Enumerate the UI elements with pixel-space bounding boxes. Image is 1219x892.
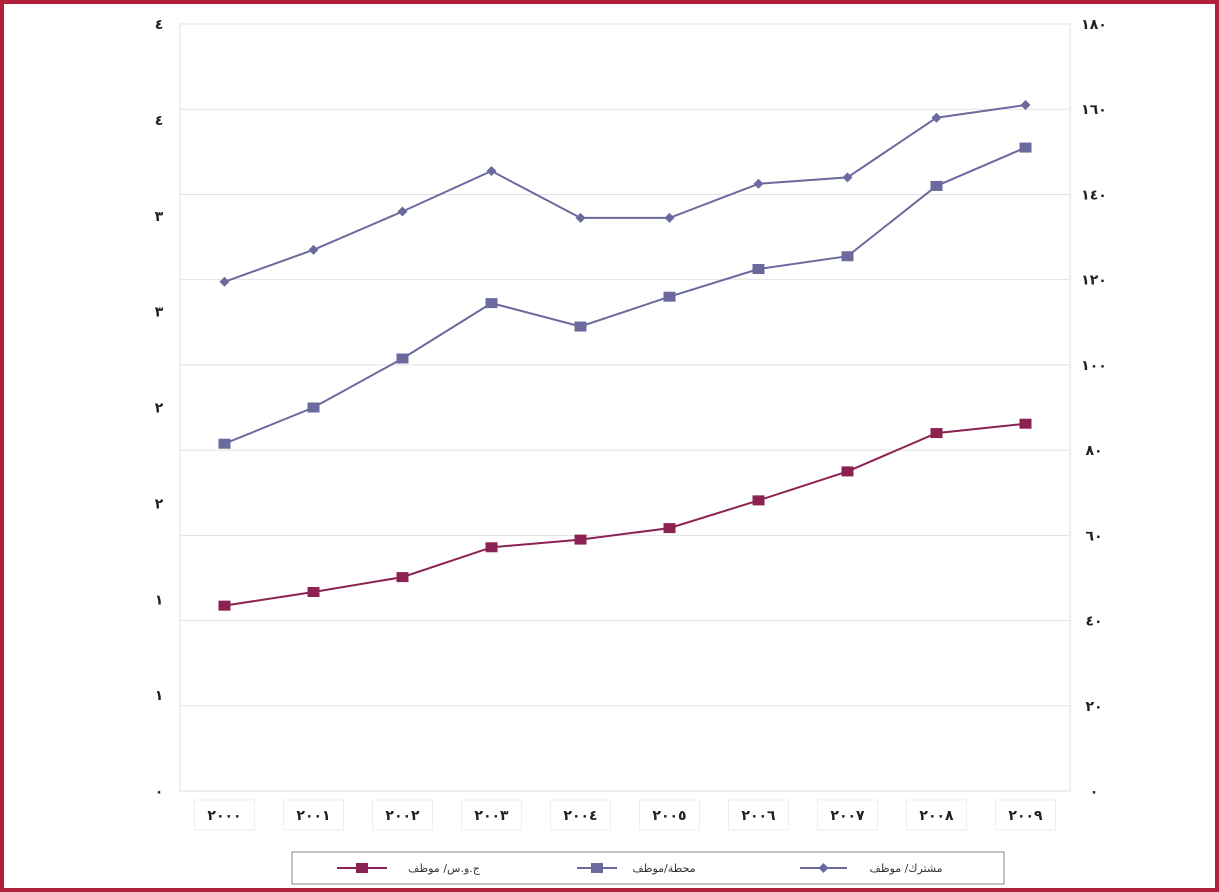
data-point — [486, 166, 497, 177]
data-point — [663, 291, 676, 302]
left-tick-label: ١ — [155, 688, 164, 704]
data-point — [308, 244, 319, 255]
x-tick-label: ٢٠٠٢ — [385, 808, 420, 824]
data-point — [485, 298, 498, 309]
data-point — [307, 402, 320, 413]
data-point — [663, 523, 676, 534]
legend-marker — [356, 863, 368, 873]
data-point — [396, 572, 409, 583]
legend-label: ج.و.س/ موظف — [408, 862, 481, 875]
right-tick-label: ١٦٠ — [1081, 102, 1107, 118]
data-point — [664, 212, 675, 223]
right-tick-label: ٨٠ — [1085, 443, 1102, 459]
x-tick-label: ٢٠٠٨ — [919, 808, 954, 824]
x-tick-label: ٢٠٠٤ — [563, 808, 597, 824]
data-point — [930, 428, 943, 439]
data-point — [307, 587, 320, 598]
data-point — [841, 251, 854, 262]
left-tick-label: ١ — [155, 592, 164, 608]
left-tick-label: ٣ — [155, 209, 164, 225]
right-tick-label: ٤٠ — [1085, 614, 1102, 630]
right-tick-label: ١٤٠ — [1081, 187, 1107, 203]
data-point — [574, 534, 587, 545]
plot-area — [179, 23, 1071, 792]
x-tick-label: ٢٠٠٩ — [1008, 808, 1043, 824]
right-tick-label: ١٢٠ — [1081, 273, 1107, 289]
right-tick-label: ٦٠ — [1085, 528, 1102, 544]
legend-label: مشترك/ موظف — [869, 862, 942, 875]
data-point — [1019, 142, 1032, 153]
data-point — [752, 264, 765, 275]
data-point — [396, 353, 409, 364]
x-tick-label: ٢٠٠١ — [296, 808, 330, 824]
legend — [291, 851, 1005, 885]
data-point — [397, 206, 408, 217]
left-tick-label: ٢ — [155, 496, 164, 512]
x-tick-box — [995, 799, 1056, 831]
data-point — [485, 542, 498, 553]
right-tick-label: ١٠٠ — [1081, 358, 1107, 374]
right-tick-label: ٢٠ — [1085, 699, 1102, 715]
x-tick-label: ٢٠٠٦ — [741, 808, 776, 824]
legend-marker — [591, 863, 603, 873]
x-tick-box — [906, 799, 967, 831]
left-tick-label: ٤ — [155, 113, 164, 129]
left-tick-label: ٠ — [155, 784, 164, 800]
x-tick-box — [461, 799, 522, 831]
data-point — [575, 212, 586, 223]
x-tick-label: ٢٠٠٣ — [474, 808, 509, 824]
x-tick-box — [817, 799, 878, 831]
data-point — [753, 178, 764, 189]
data-point — [1019, 418, 1032, 429]
data-point — [842, 172, 853, 183]
legend-marker — [818, 863, 829, 873]
x-tick-box — [283, 799, 344, 831]
x-tick-label: ٢٠٠٧ — [830, 808, 865, 824]
data-point — [218, 600, 231, 611]
data-point — [930, 180, 943, 191]
x-tick-box — [550, 799, 611, 831]
left-tick-label: ٢ — [155, 401, 164, 417]
x-tick-box — [372, 799, 433, 831]
x-tick-box — [639, 799, 700, 831]
left-tick-label: ٤ — [155, 17, 164, 33]
data-point — [219, 276, 230, 287]
series-line — [224, 104, 1026, 283]
legend-label: محطة/موظف — [632, 862, 695, 875]
right-tick-label: ٠ — [1090, 784, 1099, 800]
x-tick-label: ٢٠٠٠ — [207, 808, 241, 824]
data-point — [1020, 99, 1031, 110]
left-tick-label: ٣ — [155, 305, 164, 321]
right-tick-label: ١٨٠ — [1081, 17, 1107, 33]
series-line — [224, 146, 1026, 445]
data-point — [752, 495, 765, 506]
data-point — [218, 438, 231, 449]
x-tick-box — [194, 799, 255, 831]
x-tick-label: ٢٠٠٥ — [652, 808, 686, 824]
x-tick-box — [728, 799, 789, 831]
series-line — [224, 422, 1026, 607]
data-point — [574, 321, 587, 332]
data-point — [841, 466, 854, 477]
data-point — [931, 112, 942, 123]
